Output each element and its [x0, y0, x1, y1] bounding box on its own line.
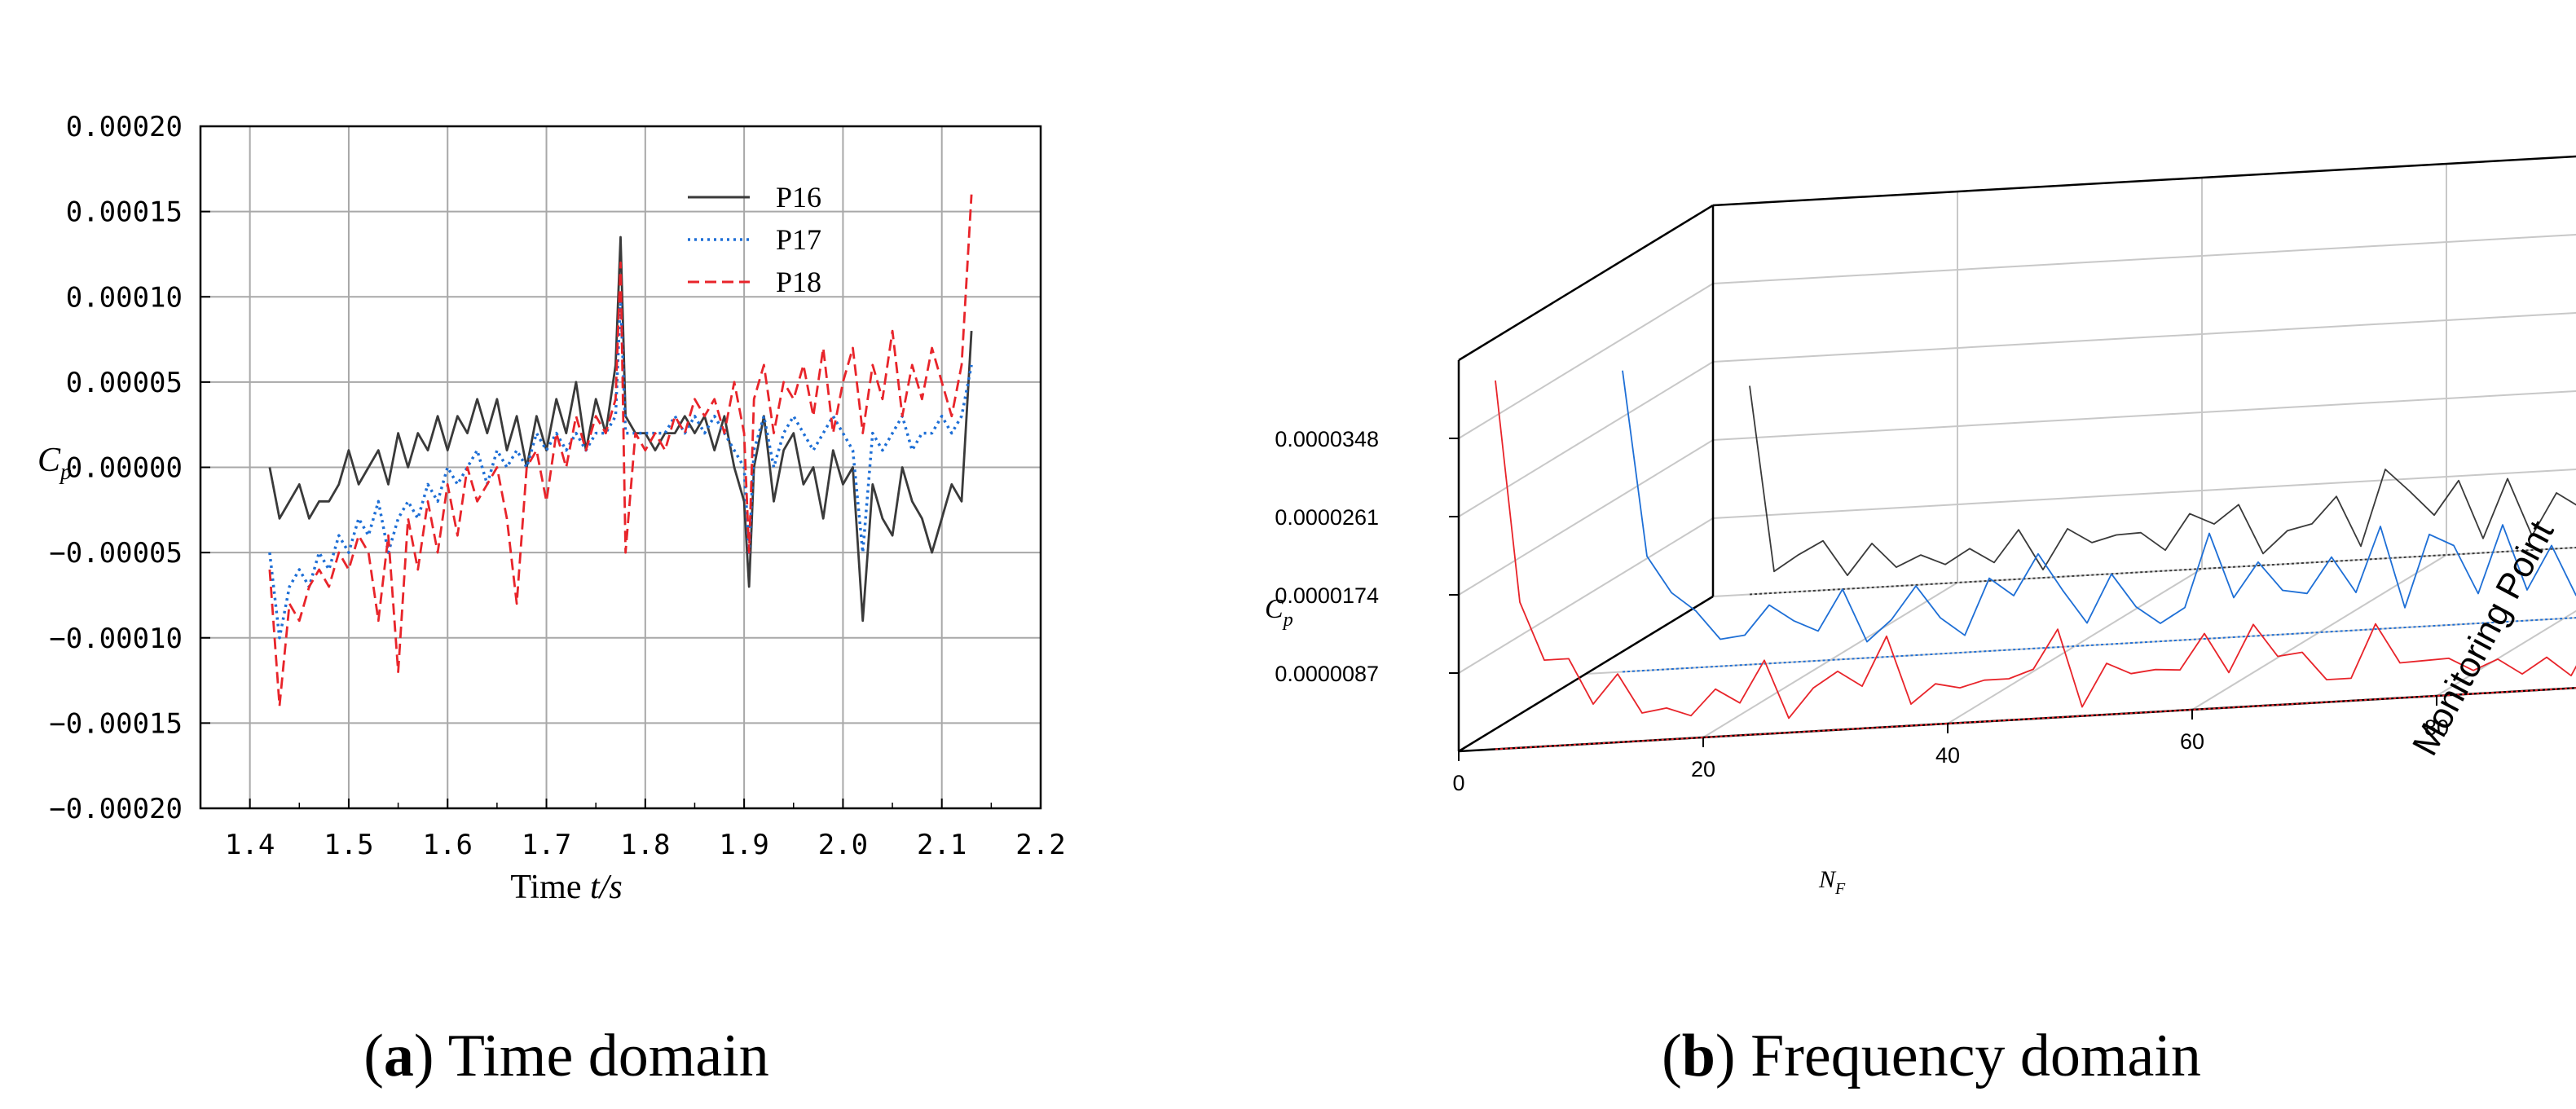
frequency-domain-chart: 0204060801001201401600.00000870.00001740…	[1265, 155, 2576, 898]
b-x-tick-label: 60	[2180, 729, 2204, 754]
a-series-lines	[268, 194, 973, 707]
a-x-tick-label: 1.6	[423, 829, 473, 861]
a-y-tick-label: −0.00010	[49, 623, 183, 655]
b-back-top-edge	[1712, 155, 2576, 207]
b-leftwall-grid	[1458, 283, 1714, 439]
b-depth-axis-label: Monitoring Point	[2405, 514, 2562, 762]
time-domain-chart: 1.4 1.5 1.6 1.7 1.8 1.9 2.0 2.1 2.2 0.00020 0.0001…	[37, 111, 1066, 906]
b-leftwall-grid	[1458, 361, 1714, 517]
b-spectra-lines	[1495, 370, 2576, 750]
a-x-tick-label: 1.5	[324, 829, 373, 861]
b-axis-ticks: 0204060801001201401600.00000870.00001740…	[1275, 427, 2449, 795]
a-y-tick-label: −0.00005	[49, 537, 183, 570]
a-y-tick-label: 0.00005	[66, 367, 183, 399]
b-leftwall-grid	[1458, 517, 1714, 674]
legend-label-p16: P16	[776, 181, 821, 213]
a-x-tick-label: 1.9	[719, 829, 768, 861]
b-floor-depth-line	[1712, 546, 2576, 597]
a-series-line-p18	[268, 194, 973, 707]
a-y-tick-label: 0.00010	[66, 281, 183, 314]
a-x-tick-label: 1.8	[620, 829, 670, 861]
b-x-tick-label: 0	[1452, 771, 1464, 795]
b-x-axis-label: NF	[1818, 866, 1846, 898]
b-backwall-hgrid	[1712, 468, 2576, 519]
b-spectrum-baseline-p18	[1495, 687, 2576, 750]
b-x-tick-label: 80	[2424, 715, 2449, 740]
a-y-tick-label: −0.00020	[49, 793, 183, 825]
b-floor-depth-line	[1585, 617, 2576, 675]
a-series-line-p16	[268, 235, 973, 623]
a-y-tick-label: 0.00015	[66, 196, 183, 229]
b-spectrum-baseline-p16	[1749, 546, 2576, 596]
b-front-x-axis	[1458, 687, 2576, 753]
a-x-tick-label: 1.7	[522, 829, 571, 861]
b-top-left-edge	[1458, 204, 1714, 362]
b-spectrum-baseline-p17	[1622, 617, 2576, 673]
b-spectrum-line-p16	[1749, 385, 2576, 576]
b-y-axis-label: Cp	[1265, 594, 1293, 631]
b-x-tick-label: 20	[1691, 757, 1715, 781]
b-y-tick-label: 0.0000348	[1275, 427, 1379, 451]
caption-a: (a) Time domain	[363, 1023, 769, 1089]
a-x-tick-label: 2.0	[818, 829, 868, 861]
b-left-depth-edge	[1458, 595, 1714, 753]
b-y-tick-label: 0.0000261	[1275, 505, 1379, 530]
a-y-axis-label: Cp	[37, 442, 72, 485]
a-x-tick-label: 2.2	[1015, 829, 1065, 861]
b-leftwall-grid	[1458, 439, 1714, 596]
b-x-tick-label: 40	[1935, 743, 1960, 768]
a-y-tick-label: −0.00015	[49, 707, 183, 740]
a-legend: P16 P17 P18	[688, 181, 821, 298]
b-backwall-hgrid	[1712, 389, 2576, 441]
legend-label-p17: P17	[776, 223, 821, 256]
b-spectrum-line-p17	[1622, 370, 2576, 643]
a-x-tick-label: 1.4	[225, 829, 275, 861]
legend-label-p18: P18	[776, 266, 821, 298]
b-y-tick-label: 0.0000087	[1275, 662, 1379, 686]
a-y-tick-label: 0.00000	[66, 452, 183, 485]
b-spectrum-line-p18	[1495, 380, 2576, 720]
a-gridlines	[200, 125, 1041, 809]
b-y-tick-label: 0.0000174	[1275, 583, 1379, 608]
a-x-tick-label: 2.1	[917, 829, 967, 861]
a-axis-ticks: 1.4 1.5 1.6 1.7 1.8 1.9 2.0 2.1 2.2 0.00020 0.0001…	[49, 111, 1065, 861]
a-y-tick-label: 0.00020	[66, 111, 183, 143]
b-3d-axes-and-grid	[1457, 155, 2576, 753]
b-backwall-hgrid	[1712, 233, 2576, 284]
a-x-axis-label: Time t/s	[510, 869, 622, 906]
b-backwall-hgrid	[1712, 311, 2576, 363]
caption-b: (b) Frequency domain	[1662, 1023, 2201, 1089]
